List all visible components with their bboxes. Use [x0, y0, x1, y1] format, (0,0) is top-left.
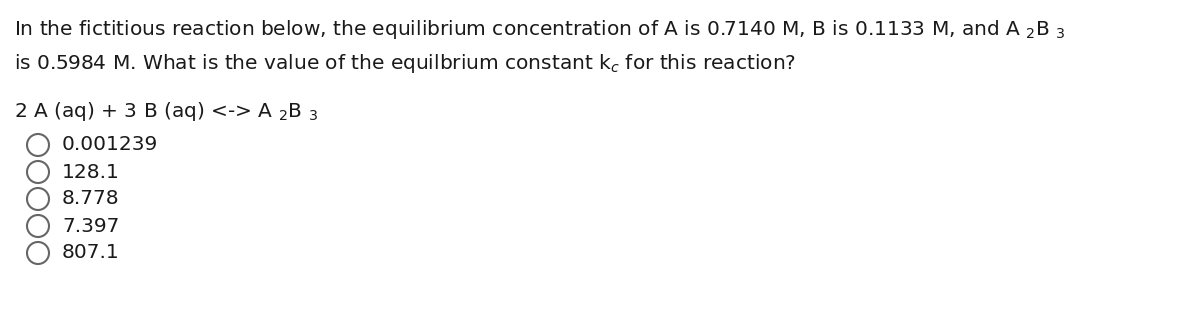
- Text: In the fictitious reaction below, the equilibrium concentration of A is 0.7140 M: In the fictitious reaction below, the eq…: [14, 18, 1066, 41]
- Text: 128.1: 128.1: [62, 162, 120, 182]
- Text: 0.001239: 0.001239: [62, 136, 158, 154]
- Text: 8.778: 8.778: [62, 189, 120, 209]
- Text: 807.1: 807.1: [62, 243, 120, 263]
- Text: is 0.5984 M. What is the value of the equilbrium constant k$_{c}$ for this react: is 0.5984 M. What is the value of the eq…: [14, 52, 796, 75]
- Text: 2 A (aq) + 3 B (aq) <-> A $_{2}$B $_{3}$: 2 A (aq) + 3 B (aq) <-> A $_{2}$B $_{3}$: [14, 100, 318, 123]
- Text: 7.397: 7.397: [62, 217, 119, 235]
